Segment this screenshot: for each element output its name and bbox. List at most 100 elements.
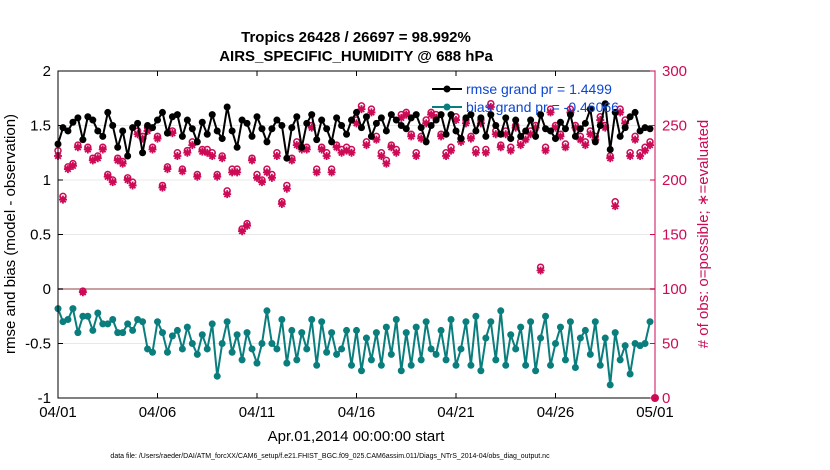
rmse-point [487, 111, 495, 119]
bias-point [542, 312, 550, 320]
bias-point [298, 329, 306, 337]
bias-point [208, 320, 216, 328]
bias-point [527, 318, 535, 326]
obs-evaluated-point [128, 181, 137, 190]
bias-point [94, 309, 102, 317]
obs-evaluated-point [641, 146, 650, 155]
rmse-point [467, 111, 475, 119]
obs-evaluated-point [337, 148, 346, 157]
chart-subtitle: AIRS_SPECIFIC_HUMIDITY @ 688 hPa [219, 48, 493, 65]
obs-evaluated-point [481, 148, 490, 157]
obs-evaluated-point [178, 167, 187, 176]
rmse-point [188, 125, 196, 133]
obs-evaluated-point [506, 146, 515, 155]
obs-evaluated-point [466, 134, 475, 143]
rmse-point [213, 127, 221, 135]
bias-point [467, 361, 475, 369]
obs-evaluated-point [123, 176, 132, 184]
x-tick-label: 04/16 [338, 404, 376, 421]
rmse-point [581, 119, 589, 127]
obs-evaluated-point [262, 168, 271, 177]
legend-bias-label: bias grand pr = -0.46066 [466, 99, 619, 115]
rmse-point [407, 114, 415, 122]
rmse-point [139, 149, 147, 157]
rmse-point [248, 132, 256, 140]
obs-evaluated-point [282, 184, 291, 193]
obs-evaluated-point [511, 123, 520, 132]
rmse-point [198, 118, 206, 126]
obs-evaluated-point [103, 172, 112, 181]
rmse-point [571, 132, 579, 140]
bias-point [283, 359, 291, 367]
rmse-point [343, 130, 351, 138]
obs-evaluated-point [267, 173, 276, 182]
y-right-tick-label: 100 [662, 281, 687, 298]
rmse-point [457, 135, 465, 143]
obs-evaluated-point [347, 148, 356, 157]
rmse-point [218, 135, 226, 143]
bias-point [556, 323, 564, 331]
bias-point [303, 345, 311, 353]
bias-point [457, 345, 465, 353]
bias-line [57, 305, 651, 386]
rmse-point [626, 113, 634, 121]
rmse-point [278, 122, 286, 129]
obs-evaluated-point [357, 105, 366, 114]
obs-evaluated-point [322, 152, 331, 161]
obs-evaluated-point [58, 195, 67, 204]
rmse-point [357, 124, 365, 132]
rmse-point [134, 119, 142, 127]
bias-point [233, 331, 241, 339]
bias-point [462, 318, 470, 326]
obs-evaluated-point [447, 146, 456, 155]
bias-point [104, 320, 112, 328]
bias-point [144, 345, 152, 353]
bias-point [561, 356, 569, 364]
rmse-point [203, 130, 211, 138]
rmse-point [119, 127, 127, 135]
bias-point [497, 307, 505, 315]
obs-evaluated-point [163, 165, 172, 174]
bias-point [362, 334, 370, 342]
bias-point [278, 316, 286, 324]
bias-point [293, 356, 301, 364]
rmse-point [477, 114, 485, 122]
obs-evaluated-point [203, 148, 212, 157]
obs-evaluated-point [362, 141, 371, 150]
y-axis-label-right: # of obs: o=possible; ∗=evaluated [695, 120, 712, 349]
y-right-tick-label: 300 [662, 63, 687, 80]
obs-evaluated-point [526, 130, 535, 139]
obs-evaluated-point [636, 152, 645, 161]
rmse-point [566, 111, 574, 119]
rmse-point [537, 111, 545, 119]
bias-point [611, 329, 619, 337]
bias-point [377, 361, 385, 369]
obs-evaluated-point [118, 159, 127, 168]
obs-evaluated-point [611, 202, 620, 211]
rmse-point [606, 145, 614, 153]
rmse-point [556, 118, 564, 126]
obs-evaluated-point [397, 113, 406, 122]
bias-point [213, 372, 221, 380]
obs-evaluated-point [317, 145, 326, 154]
obs-evaluated-point [501, 130, 510, 139]
rmse-point [64, 127, 72, 135]
data-file-footnote: data file: /Users/raeder/DAI/ATM_forcXX/… [110, 453, 550, 460]
bias-point [183, 323, 191, 331]
bias-point [248, 345, 256, 353]
obs-evaluated-point [148, 145, 157, 154]
y-tick-label: 1 [43, 172, 51, 189]
rmse-point [527, 116, 535, 124]
rmse-point [89, 116, 97, 124]
bias-point [512, 345, 520, 353]
obs-evaluated-point [626, 152, 635, 161]
rmse-point [547, 127, 555, 135]
bias-point [442, 356, 450, 364]
obs-evaluated-point [417, 134, 426, 143]
bias-point [571, 363, 579, 371]
bias-point [218, 340, 226, 347]
rmse-point [298, 143, 306, 151]
bias-point [596, 361, 604, 369]
rmse-point [323, 125, 331, 133]
rmse-point [586, 105, 594, 113]
